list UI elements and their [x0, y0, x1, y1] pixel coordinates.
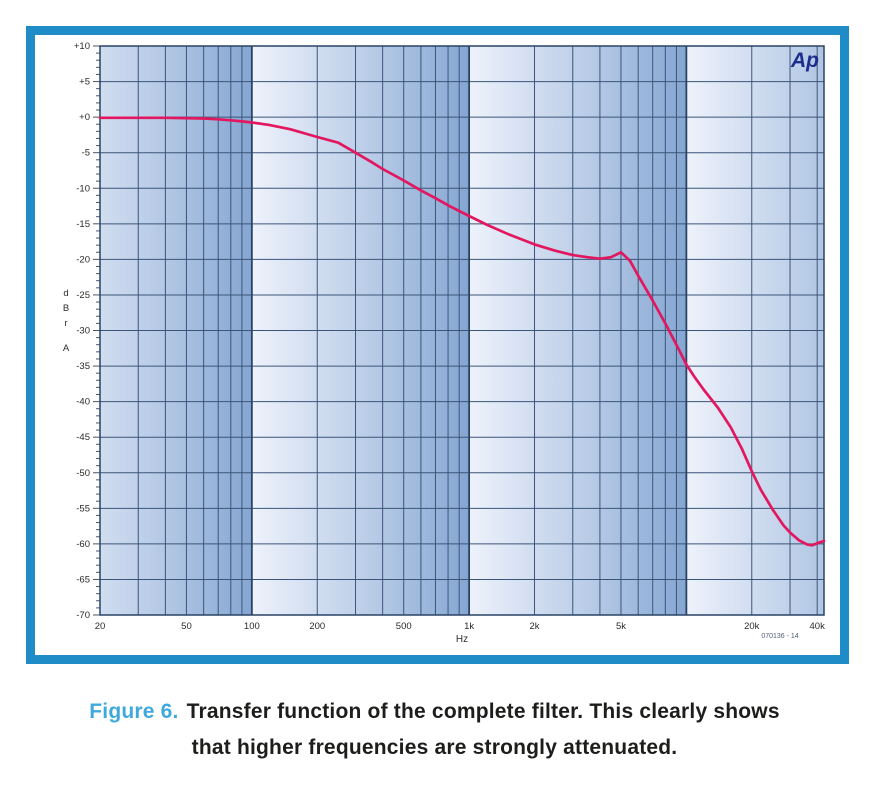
response-curve [98, 116, 826, 547]
svg-text:A: A [63, 343, 70, 354]
caption-text-line1: Transfer function of the complete filter… [186, 700, 780, 723]
x-axis-labels: 20 50 100 200 500 1k 2k 5k 20k 40k [95, 621, 825, 632]
svg-text:-25: -25 [76, 290, 90, 301]
svg-text:-15: -15 [76, 219, 90, 230]
svg-text:-30: -30 [76, 326, 90, 337]
svg-text:2k: 2k [529, 621, 539, 632]
chart-id-watermark: 070136 - 14 [761, 633, 798, 640]
svg-text:200: 200 [309, 621, 325, 632]
svg-text:-40: -40 [76, 397, 90, 408]
svg-text:-20: -20 [76, 254, 90, 265]
svg-text:-35: -35 [76, 361, 90, 372]
caption-line-1: Figure 6. Transfer function of the comple… [0, 694, 869, 730]
svg-text:d: d [63, 288, 68, 299]
svg-text:B: B [63, 303, 69, 314]
caption-text-line2: that higher frequencies are strongly att… [191, 736, 678, 759]
y-axis-minor-ticks [93, 45, 100, 616]
y-axis-labels: +10 +5 +0 -5 -10 -15 -20 -25 -30 -35 -40 -45 -50 -55 -… [74, 41, 90, 621]
svg-text:-45: -45 [76, 432, 90, 443]
ap-logo: Ap [790, 49, 819, 72]
figure-number: Figure 6. [89, 700, 179, 723]
svg-text:-70: -70 [76, 610, 90, 621]
svg-text:5k: 5k [616, 621, 626, 632]
svg-text:-60: -60 [76, 539, 90, 550]
x-axis-label: Hz [456, 634, 468, 645]
svg-text:+0: +0 [79, 112, 90, 123]
svg-text:r: r [64, 318, 67, 329]
svg-text:40k: 40k [810, 621, 826, 632]
chart-frame: +10 +5 +0 -5 -10 -15 -20 -25 -30 -35 -40 -45 -50 -55 -… [26, 26, 849, 664]
svg-text:-50: -50 [76, 468, 90, 479]
transfer-function-chart: +10 +5 +0 -5 -10 -15 -20 -25 -30 -35 -40 -45 -50 -55 -… [63, 41, 826, 645]
svg-text:-55: -55 [76, 503, 90, 514]
plot-border [99, 45, 825, 616]
svg-text:500: 500 [396, 621, 412, 632]
svg-text:20k: 20k [744, 621, 760, 632]
svg-text:-65: -65 [76, 574, 90, 585]
y-axis-label: dBr A [63, 288, 70, 354]
svg-text:50: 50 [181, 621, 192, 632]
svg-text:-10: -10 [76, 183, 90, 194]
svg-text:-5: -5 [82, 148, 90, 159]
svg-text:100: 100 [244, 621, 260, 632]
svg-text:+5: +5 [79, 77, 90, 88]
svg-text:1k: 1k [464, 621, 474, 632]
figure-caption: Figure 6. Transfer function of the comple… [0, 694, 869, 766]
svg-text:20: 20 [95, 621, 106, 632]
svg-text:+10: +10 [74, 41, 90, 52]
